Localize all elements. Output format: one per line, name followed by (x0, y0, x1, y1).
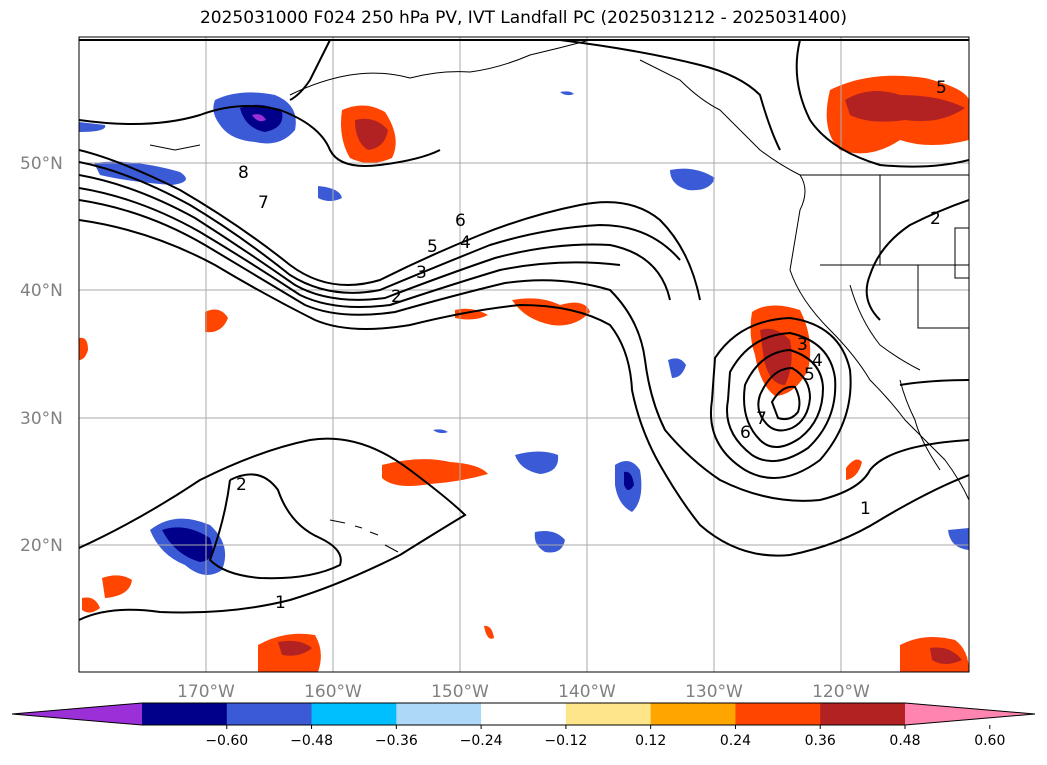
contour-label: 6 (740, 423, 751, 443)
colorbar-segment (650, 703, 736, 725)
colorbar-tick-label: −0.12 (544, 733, 587, 749)
colorbar: −0.60 −0.48 −0.36 −0.24 −0.12 0.12 0.24 0.36 0.4… (11, 702, 1036, 749)
grid-lines (79, 37, 969, 672)
contour-label: 5 (427, 237, 438, 257)
colorbar-tick-label: 0.48 (889, 733, 920, 749)
contour-lines (79, 39, 969, 621)
contour-label: 5 (936, 78, 947, 98)
contour-label: 8 (238, 163, 249, 183)
lon-label: 150°W (431, 682, 489, 702)
lon-label: 120°W (812, 682, 870, 702)
colorbar-tick-label: 0.24 (720, 733, 751, 749)
colorbar-segment (481, 703, 567, 725)
contour-label: 4 (460, 233, 471, 253)
lat-label: 50°N (20, 154, 63, 174)
map-area: 8 7 6 5 4 3 2 2 1 1 7 6 5 4 3 2 5 (79, 37, 969, 672)
colorbar-segment (820, 703, 906, 725)
contour-label: 2 (930, 209, 941, 229)
colorbar-tick-label: 0.12 (635, 733, 666, 749)
contour-label: 2 (236, 475, 247, 495)
colorbar-segment (311, 703, 397, 725)
colorbar-segment (396, 703, 482, 725)
contour-label: 7 (258, 193, 269, 213)
contour-labels: 8 7 6 5 4 3 2 2 1 1 7 6 5 4 3 2 5 (236, 78, 947, 613)
latitude-labels: 50°N 40°N 30°N 20°N (20, 154, 63, 556)
lat-label: 30°N (20, 409, 63, 429)
contour-label: 3 (416, 263, 427, 283)
contour-label: 2 (391, 287, 402, 307)
contour-label: 4 (812, 351, 823, 371)
colorbar-segment (226, 703, 313, 725)
colorbar-tick-label: −0.24 (460, 733, 503, 749)
colorbar-outline (11, 702, 1036, 726)
contour-label: 7 (756, 409, 767, 429)
lon-label: 130°W (685, 682, 743, 702)
contour-label: 5 (804, 365, 815, 385)
longitude-labels: 170°W 160°W 150°W 140°W 130°W 120°W (177, 682, 870, 702)
colorbar-tick-label: −0.60 (205, 733, 248, 749)
colorbar-tick-label: −0.48 (290, 733, 333, 749)
lon-label: 160°W (304, 682, 362, 702)
colorbar-tick-label: 0.60 (974, 733, 1005, 749)
coastlines (149, 39, 969, 553)
contour-label: 6 (455, 211, 466, 231)
colorbar-extend-high (905, 703, 1035, 725)
contour-label: 1 (860, 499, 871, 519)
lat-label: 20°N (20, 536, 63, 556)
map-title: 2025031000 F024 250 hPa PV, IVT Landfall… (199, 8, 847, 28)
contour-label: 1 (275, 593, 286, 613)
colorbar-tick-label: 0.36 (805, 733, 836, 749)
lon-label: 170°W (177, 682, 235, 702)
colorbar-segment (735, 703, 821, 725)
map-frame (78, 36, 970, 673)
colorbar-segment (565, 703, 652, 725)
colorbar-tick-label: −0.36 (375, 733, 418, 749)
lon-label: 140°W (558, 682, 616, 702)
colorbar-extend-low (12, 703, 142, 725)
contour-label: 3 (797, 335, 808, 355)
lat-label: 40°N (20, 281, 63, 301)
colorbar-segment (142, 703, 228, 725)
